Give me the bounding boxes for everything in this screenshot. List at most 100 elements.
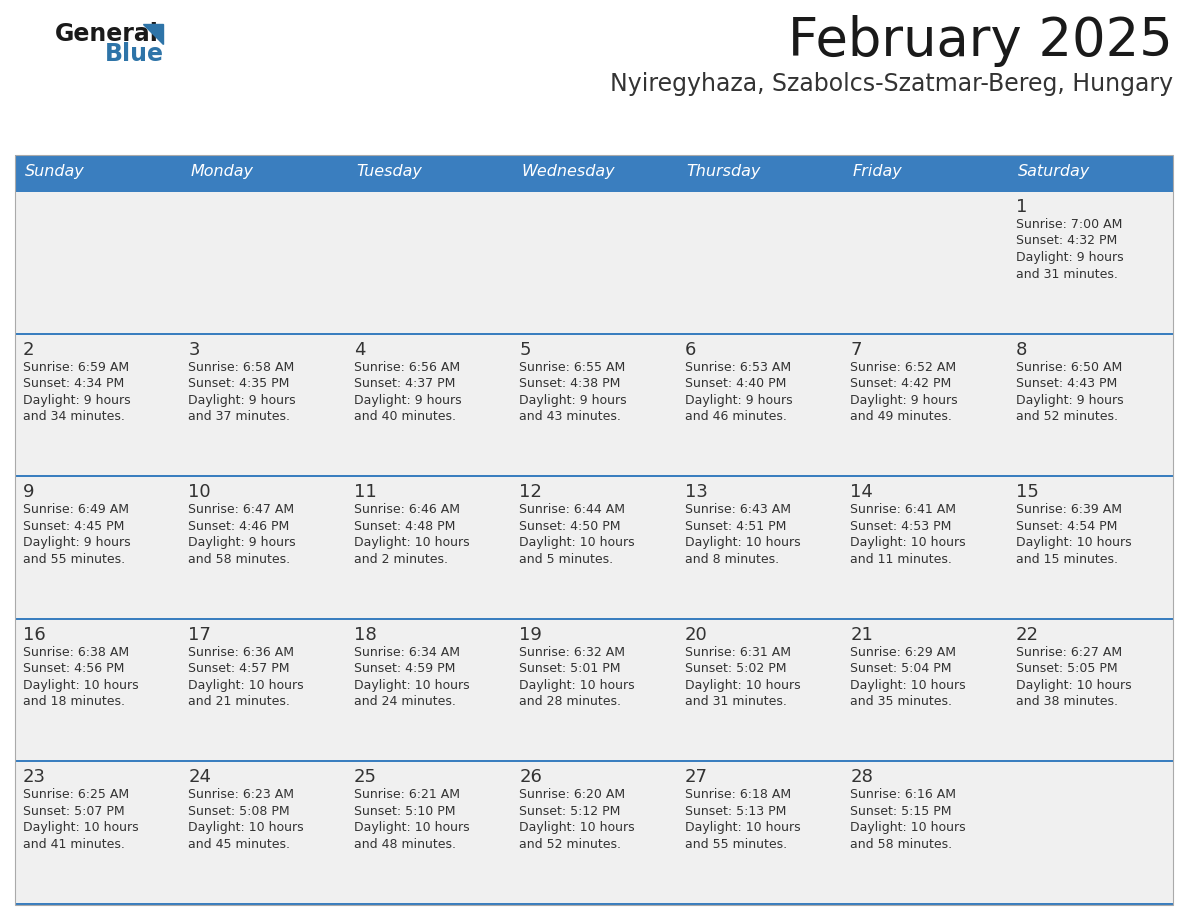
Text: Sunrise: 6:43 AM: Sunrise: 6:43 AM: [684, 503, 791, 516]
Text: and 55 minutes.: and 55 minutes.: [23, 553, 125, 565]
Text: 27: 27: [684, 768, 708, 787]
Text: Daylight: 10 hours: Daylight: 10 hours: [684, 678, 801, 692]
Text: 8: 8: [1016, 341, 1026, 359]
Text: Sunset: 5:01 PM: Sunset: 5:01 PM: [519, 662, 621, 676]
Text: 13: 13: [684, 483, 708, 501]
Text: 4: 4: [354, 341, 366, 359]
Text: 15: 15: [1016, 483, 1038, 501]
Text: Sunset: 5:07 PM: Sunset: 5:07 PM: [23, 805, 125, 818]
Text: 18: 18: [354, 626, 377, 644]
Text: Daylight: 10 hours: Daylight: 10 hours: [851, 822, 966, 834]
Bar: [15, 618, 181, 760]
Text: Sunset: 4:35 PM: Sunset: 4:35 PM: [189, 377, 290, 390]
Text: and 41 minutes.: and 41 minutes.: [23, 838, 125, 851]
Bar: [346, 190, 511, 332]
Text: and 28 minutes.: and 28 minutes.: [519, 695, 621, 709]
Text: 14: 14: [851, 483, 873, 501]
Bar: [677, 476, 842, 618]
Text: Sunset: 4:38 PM: Sunset: 4:38 PM: [519, 377, 620, 390]
Text: Sunrise: 6:53 AM: Sunrise: 6:53 AM: [684, 361, 791, 374]
Text: Daylight: 9 hours: Daylight: 9 hours: [189, 394, 296, 407]
Bar: [15, 760, 1173, 763]
Bar: [677, 760, 842, 903]
Text: and 38 minutes.: and 38 minutes.: [1016, 695, 1118, 709]
Text: Sunset: 5:10 PM: Sunset: 5:10 PM: [354, 805, 455, 818]
Text: Sunrise: 6:27 AM: Sunrise: 6:27 AM: [1016, 645, 1121, 659]
Text: Sunrise: 6:32 AM: Sunrise: 6:32 AM: [519, 645, 625, 659]
Text: Sunset: 4:56 PM: Sunset: 4:56 PM: [23, 662, 125, 676]
Text: 7: 7: [851, 341, 861, 359]
Text: Sunset: 5:04 PM: Sunset: 5:04 PM: [851, 662, 952, 676]
Text: General: General: [55, 22, 159, 46]
Bar: [181, 760, 346, 903]
Text: Monday: Monday: [190, 164, 253, 179]
Text: Sunrise: 6:38 AM: Sunrise: 6:38 AM: [23, 645, 129, 659]
Polygon shape: [143, 24, 163, 44]
Text: 16: 16: [23, 626, 46, 644]
Bar: [346, 476, 511, 618]
Bar: [15, 476, 1173, 477]
Text: and 46 minutes.: and 46 minutes.: [684, 410, 786, 423]
Text: Daylight: 10 hours: Daylight: 10 hours: [189, 678, 304, 692]
Text: Daylight: 10 hours: Daylight: 10 hours: [519, 678, 634, 692]
Text: and 55 minutes.: and 55 minutes.: [684, 838, 786, 851]
Bar: [181, 618, 346, 760]
Text: and 31 minutes.: and 31 minutes.: [1016, 267, 1118, 281]
Text: Daylight: 9 hours: Daylight: 9 hours: [1016, 394, 1123, 407]
Text: Sunrise: 6:47 AM: Sunrise: 6:47 AM: [189, 503, 295, 516]
Text: Sunset: 4:54 PM: Sunset: 4:54 PM: [1016, 520, 1117, 532]
Text: Daylight: 9 hours: Daylight: 9 hours: [519, 394, 627, 407]
Text: Daylight: 9 hours: Daylight: 9 hours: [354, 394, 461, 407]
Text: Friday: Friday: [852, 164, 902, 179]
Bar: [346, 332, 511, 476]
Text: Sunrise: 6:44 AM: Sunrise: 6:44 AM: [519, 503, 625, 516]
Bar: [15, 903, 1173, 905]
Text: Sunrise: 6:58 AM: Sunrise: 6:58 AM: [189, 361, 295, 374]
Text: 21: 21: [851, 626, 873, 644]
Text: Daylight: 10 hours: Daylight: 10 hours: [519, 536, 634, 549]
Text: Sunset: 4:40 PM: Sunset: 4:40 PM: [684, 377, 786, 390]
Text: Sunset: 4:37 PM: Sunset: 4:37 PM: [354, 377, 455, 390]
Text: Sunset: 5:05 PM: Sunset: 5:05 PM: [1016, 662, 1117, 676]
Text: and 48 minutes.: and 48 minutes.: [354, 838, 456, 851]
Text: and 34 minutes.: and 34 minutes.: [23, 410, 125, 423]
Bar: [511, 618, 677, 760]
Bar: [346, 155, 511, 190]
Text: and 35 minutes.: and 35 minutes.: [851, 695, 952, 709]
Text: Daylight: 10 hours: Daylight: 10 hours: [1016, 678, 1131, 692]
Text: Sunrise: 6:25 AM: Sunrise: 6:25 AM: [23, 789, 129, 801]
Text: February 2025: February 2025: [789, 15, 1173, 67]
Text: and 21 minutes.: and 21 minutes.: [189, 695, 290, 709]
Text: Sunset: 4:53 PM: Sunset: 4:53 PM: [851, 520, 952, 532]
Bar: [677, 190, 842, 332]
Bar: [842, 618, 1007, 760]
Text: Daylight: 10 hours: Daylight: 10 hours: [684, 536, 801, 549]
Text: Daylight: 10 hours: Daylight: 10 hours: [23, 822, 139, 834]
Text: Sunset: 4:51 PM: Sunset: 4:51 PM: [684, 520, 786, 532]
Text: Sunrise: 6:39 AM: Sunrise: 6:39 AM: [1016, 503, 1121, 516]
Text: Sunrise: 6:41 AM: Sunrise: 6:41 AM: [851, 503, 956, 516]
Text: 24: 24: [189, 768, 211, 787]
Text: Sunrise: 7:00 AM: Sunrise: 7:00 AM: [1016, 218, 1121, 231]
Bar: [511, 190, 677, 332]
Text: 26: 26: [519, 768, 542, 787]
Text: Sunrise: 6:29 AM: Sunrise: 6:29 AM: [851, 645, 956, 659]
Bar: [677, 155, 842, 190]
Text: 2: 2: [23, 341, 34, 359]
Text: 9: 9: [23, 483, 34, 501]
Bar: [15, 332, 181, 476]
Text: Sunrise: 6:55 AM: Sunrise: 6:55 AM: [519, 361, 626, 374]
Text: Daylight: 9 hours: Daylight: 9 hours: [1016, 251, 1123, 264]
Bar: [677, 332, 842, 476]
Text: 23: 23: [23, 768, 46, 787]
Bar: [511, 332, 677, 476]
Bar: [1007, 760, 1173, 903]
Text: Daylight: 10 hours: Daylight: 10 hours: [354, 536, 469, 549]
Text: 17: 17: [189, 626, 211, 644]
Text: Daylight: 10 hours: Daylight: 10 hours: [519, 822, 634, 834]
Text: Thursday: Thursday: [687, 164, 762, 179]
Text: 12: 12: [519, 483, 542, 501]
Text: Tuesday: Tuesday: [356, 164, 422, 179]
Text: and 11 minutes.: and 11 minutes.: [851, 553, 952, 565]
Text: Sunset: 5:02 PM: Sunset: 5:02 PM: [684, 662, 786, 676]
